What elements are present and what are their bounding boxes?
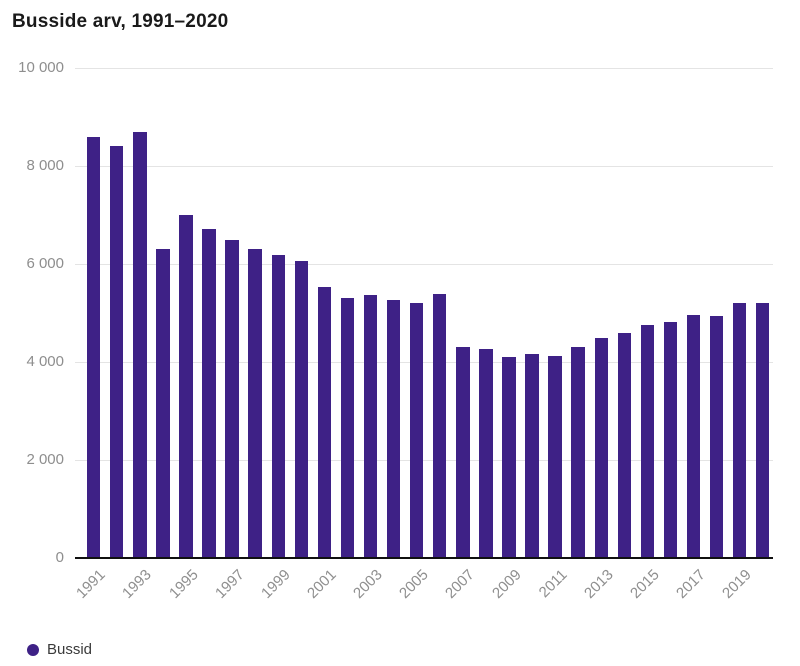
x-axis-label-1991: 1991 <box>73 566 110 602</box>
bar-2012[interactable] <box>571 347 585 558</box>
x-axis-label-2015: 2015 <box>627 566 663 602</box>
bar-2002[interactable] <box>340 297 355 558</box>
x-axis-label-2019: 2019 <box>719 566 755 602</box>
x-axis-label-2017: 2017 <box>673 566 709 602</box>
x-axis-line <box>75 557 773 559</box>
x-axis-label-2003: 2003 <box>350 566 386 602</box>
gridline-4000 <box>75 362 773 363</box>
x-axis-label-2011: 2011 <box>535 566 571 602</box>
x-axis-label-2013: 2013 <box>580 566 617 602</box>
x-axis-label-2001: 2001 <box>304 566 340 602</box>
bar-1992[interactable] <box>110 146 124 558</box>
bar-2006[interactable] <box>433 293 447 558</box>
bar-1998[interactable] <box>248 248 262 558</box>
gridline-6000 <box>75 264 773 265</box>
bar-2000[interactable] <box>294 261 309 558</box>
legend-label: Bussid <box>47 641 93 658</box>
bar-2020[interactable] <box>756 302 770 558</box>
bar-1991[interactable] <box>87 136 101 558</box>
bar-1999[interactable] <box>271 255 285 558</box>
x-axis-label-2005: 2005 <box>396 566 433 602</box>
bar-1993[interactable] <box>133 132 147 558</box>
bar-1995[interactable] <box>179 215 193 558</box>
y-axis-label-6000: 6 000 <box>26 255 64 272</box>
bar-1994[interactable] <box>156 249 170 558</box>
bar-1997[interactable] <box>225 239 239 558</box>
bar-2015[interactable] <box>640 324 655 558</box>
bar-2016[interactable] <box>663 321 678 558</box>
x-axis-label-2009: 2009 <box>488 566 525 602</box>
x-axis-label-2007: 2007 <box>442 566 479 602</box>
gridline-10000 <box>75 68 773 69</box>
bar-2018[interactable] <box>709 315 724 558</box>
bar-2009[interactable] <box>502 357 516 558</box>
bar-2005[interactable] <box>409 302 424 558</box>
y-axis-label-10000: 10 000 <box>18 59 64 76</box>
legend-item-bussid[interactable]: Bussid <box>27 641 92 658</box>
gridline-8000 <box>75 166 773 167</box>
bar-2001[interactable] <box>317 287 332 558</box>
bar-2004[interactable] <box>386 299 401 558</box>
bar-2017[interactable] <box>686 315 701 558</box>
bar-2013[interactable] <box>594 337 608 558</box>
bar-2014[interactable] <box>617 333 631 558</box>
legend: Bussid <box>27 641 92 658</box>
y-axis-label-8000: 8 000 <box>26 157 64 174</box>
bar-2010[interactable] <box>525 354 539 558</box>
gridline-2000 <box>75 460 773 461</box>
x-axis-label-1997: 1997 <box>211 566 248 602</box>
x-axis-label-1999: 1999 <box>257 566 294 602</box>
bar-2003[interactable] <box>363 294 378 558</box>
legend-marker-icon <box>27 643 39 656</box>
bar-2008[interactable] <box>479 348 493 558</box>
bar-2019[interactable] <box>732 302 747 558</box>
y-axis-label-4000: 4 000 <box>26 353 64 370</box>
y-axis-label-0: 0 <box>55 549 64 566</box>
bar-2011[interactable] <box>548 356 562 558</box>
bar-1996[interactable] <box>202 229 216 558</box>
x-axis-label-1993: 1993 <box>119 566 156 602</box>
bar-2007[interactable] <box>456 347 470 558</box>
y-axis-label-2000: 2 000 <box>26 451 64 468</box>
x-axis-label-1995: 1995 <box>165 566 202 602</box>
chart-title: Busside arv, 1991–2020 <box>12 11 229 32</box>
